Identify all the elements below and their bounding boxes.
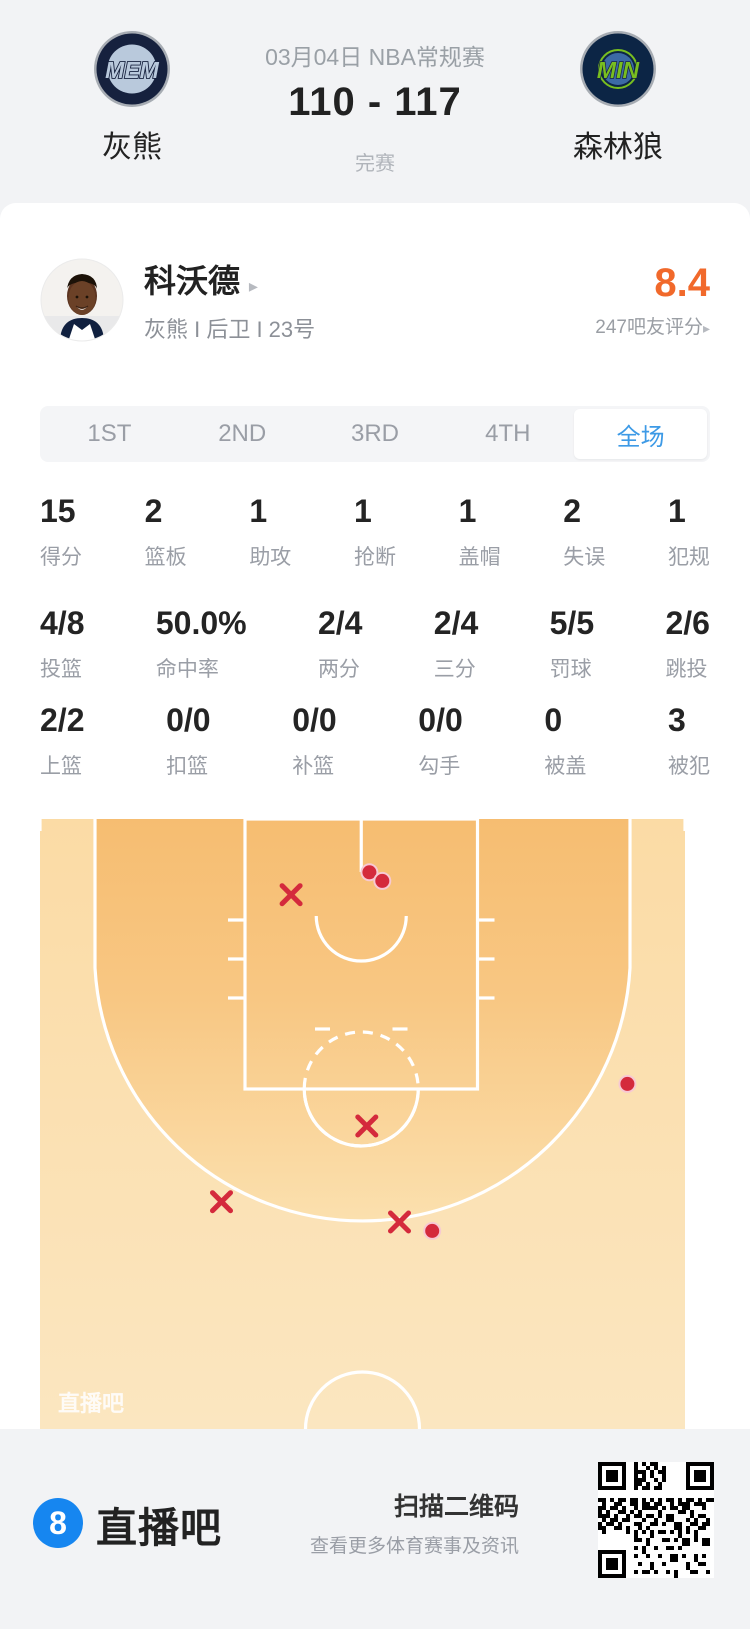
svg-text:8: 8 [49,1505,67,1541]
svg-text:MIN: MIN [597,57,640,83]
svg-text:MEM: MEM [105,57,160,83]
svg-text:直播吧: 直播吧 [58,1391,124,1416]
